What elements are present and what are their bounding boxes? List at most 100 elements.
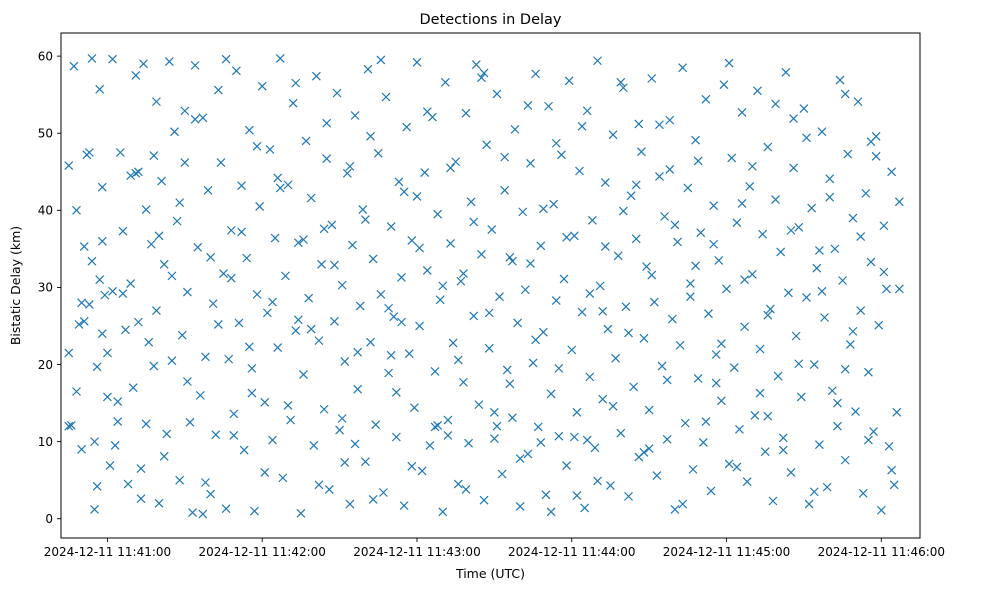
data-point <box>603 324 613 334</box>
data-point <box>121 325 130 335</box>
data-point <box>180 106 190 116</box>
data-point <box>131 168 141 178</box>
data-point <box>159 451 169 461</box>
data-point <box>572 407 582 417</box>
data-point <box>786 225 796 235</box>
data-point <box>446 163 455 173</box>
data-point <box>412 57 422 67</box>
data-point <box>167 356 177 366</box>
data-point <box>255 202 265 211</box>
data-point <box>711 378 721 388</box>
data-point <box>154 498 164 508</box>
y-tick-label: 50 <box>38 127 53 141</box>
data-point <box>778 445 788 455</box>
data-point <box>162 429 172 439</box>
data-point <box>391 387 401 397</box>
data-point <box>763 142 773 152</box>
data-point <box>335 425 345 435</box>
data-point <box>399 501 409 511</box>
data-point <box>360 215 370 225</box>
data-point <box>314 336 324 346</box>
data-point <box>533 422 543 432</box>
data-point <box>827 386 837 396</box>
data-point <box>345 161 355 171</box>
data-point <box>665 165 675 174</box>
data-point <box>616 77 626 87</box>
data-point <box>275 183 285 193</box>
data-point <box>224 354 234 364</box>
data-point <box>172 216 182 226</box>
data-point <box>626 191 636 201</box>
y-tick-label: 10 <box>38 435 53 449</box>
data-point <box>136 494 146 504</box>
data-point <box>536 437 546 447</box>
data-point <box>438 507 448 517</box>
data-point <box>407 461 417 471</box>
data-point <box>683 183 693 193</box>
data-point <box>180 158 190 167</box>
data-point <box>768 496 778 506</box>
data-point <box>508 256 517 266</box>
data-point <box>670 220 680 230</box>
data-point <box>66 421 76 430</box>
data-point <box>133 317 143 327</box>
data-point <box>97 329 107 339</box>
data-point <box>869 427 878 437</box>
data-point <box>675 340 685 350</box>
data-point <box>598 394 608 404</box>
data-point <box>856 306 866 315</box>
data-points <box>64 54 904 519</box>
data-point <box>175 198 185 208</box>
data-point <box>613 251 623 261</box>
data-point <box>389 312 399 322</box>
data-point <box>776 247 786 257</box>
data-point <box>647 74 657 83</box>
data-point <box>293 238 303 248</box>
data-point <box>701 94 711 104</box>
data-point <box>371 420 381 430</box>
data-point <box>585 372 595 382</box>
data-point <box>657 361 667 371</box>
data-point <box>678 499 688 509</box>
data-point <box>884 441 894 451</box>
data-point <box>794 359 804 369</box>
data-point <box>889 480 899 490</box>
data-point <box>322 118 332 128</box>
data-point <box>139 59 148 69</box>
data-point <box>159 259 169 269</box>
data-point <box>152 306 161 315</box>
data-point <box>100 290 110 300</box>
data-point <box>234 318 244 328</box>
data-point <box>90 437 99 447</box>
data-point <box>84 299 94 309</box>
data-point <box>652 471 662 480</box>
data-point <box>833 421 842 431</box>
data-point <box>580 503 590 513</box>
data-point <box>680 418 690 428</box>
data-point <box>784 288 793 298</box>
data-point <box>394 177 404 187</box>
data-point <box>87 54 97 63</box>
data-point <box>113 417 123 427</box>
data-point <box>471 60 481 70</box>
data-point <box>90 505 99 514</box>
y-tick-label: 60 <box>38 49 53 63</box>
data-point <box>340 458 350 467</box>
x-tick-label: 2024-12-11 11:46:00 <box>818 545 945 559</box>
data-point <box>554 431 564 441</box>
data-point <box>358 205 368 214</box>
data-point <box>250 506 259 516</box>
data-point <box>685 279 695 288</box>
data-point <box>510 124 520 134</box>
data-point <box>244 125 254 135</box>
data-point <box>260 397 270 407</box>
data-point <box>747 161 757 171</box>
data-point <box>724 459 734 469</box>
data-point <box>422 266 432 275</box>
data-point <box>789 114 799 124</box>
data-point <box>350 439 360 449</box>
data-point <box>814 440 824 450</box>
data-point <box>598 306 608 316</box>
data-point <box>415 243 424 253</box>
